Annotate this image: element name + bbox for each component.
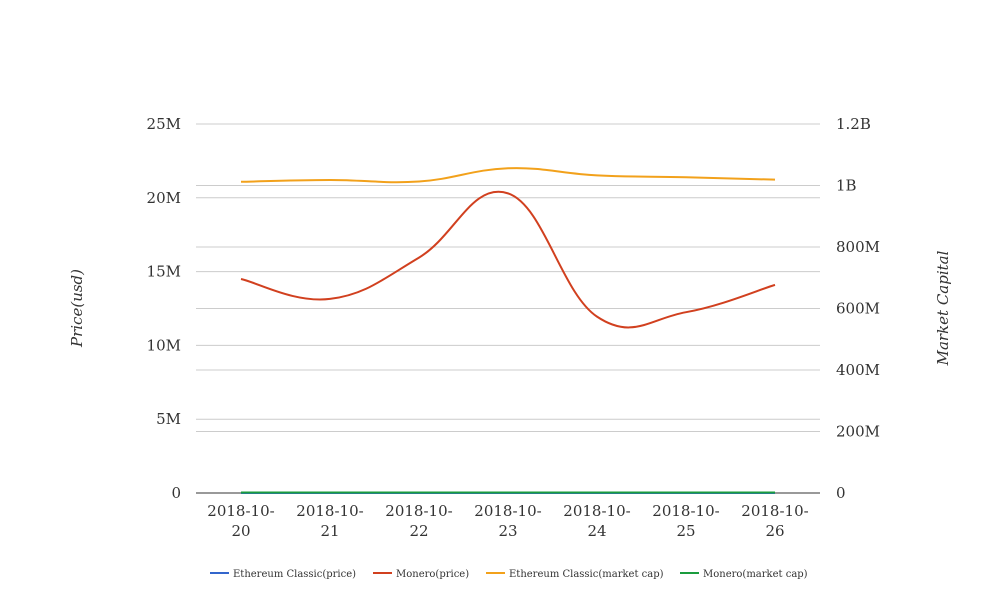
x-tick-label-line: 26 <box>765 522 784 540</box>
left-y-axis-ticks: 0 5M 10M 15M 20M 25M <box>147 115 181 502</box>
x-tick-label-line: 21 <box>320 522 339 540</box>
x-tick-label-line: 2018-10- <box>296 502 363 520</box>
x-tick-label-line: 2018-10- <box>385 502 452 520</box>
right-y-tick-label: 800M <box>836 238 880 256</box>
x-tick-label-line: 25 <box>676 522 695 540</box>
left-y-tick-label: 5M <box>156 410 181 428</box>
right-y-tick-label: 200M <box>836 423 880 441</box>
left-y-axis-title: Price(usd) <box>68 269 86 348</box>
x-tick-label-line: 2018-10- <box>474 502 541 520</box>
legend-label: Ethereum Classic(price) <box>233 569 356 580</box>
x-tick-label: 2018-10- 25 <box>652 502 719 540</box>
x-tick-label-line: 2018-10- <box>652 502 719 520</box>
series-line-monero-price <box>240 190 776 329</box>
x-tick-label: 2018-10- 23 <box>474 502 541 540</box>
x-tick-label-line: 2018-10- <box>563 502 630 520</box>
right-y-tick-label: 400M <box>836 361 880 379</box>
right-y-axis-title: Market Capital <box>934 250 952 366</box>
left-y-tick-label: 0 <box>171 484 181 502</box>
right-y-tick-label: 1B <box>836 177 857 195</box>
legend-label: Ethereum Classic(market cap) <box>509 569 664 580</box>
x-axis-ticks: 2018-10- 20 2018-10- 21 2018-10- 22 2018-10- 23… <box>207 502 808 540</box>
series-lines <box>240 167 776 495</box>
x-tick-label: 2018-10- 26 <box>741 502 808 540</box>
right-y-tick-label: 600M <box>836 300 880 318</box>
x-tick-label: 2018-10- 20 <box>207 502 274 540</box>
right-y-tick-label: 0 <box>836 484 846 502</box>
x-tick-label-line: 2018-10- <box>741 502 808 520</box>
left-y-tick-label: 15M <box>147 263 181 281</box>
x-tick-label: 2018-10- 24 <box>563 502 630 540</box>
legend-label: Monero(market cap) <box>703 569 808 580</box>
x-tick-label-line: 22 <box>409 522 428 540</box>
left-y-tick-label: 25M <box>147 115 181 133</box>
left-y-tick-label: 10M <box>147 336 181 354</box>
right-y-tick-label: 1.2B <box>836 115 871 133</box>
left-y-tick-label: 20M <box>147 189 181 207</box>
x-tick-label: 2018-10- 22 <box>385 502 452 540</box>
legend-label: Monero(price) <box>396 569 469 580</box>
series-line-ethereum-classic-market-cap <box>240 167 776 184</box>
x-tick-label-line: 20 <box>231 522 250 540</box>
legend: Ethereum Classic(price) Monero(price) Ethe… <box>210 569 808 580</box>
x-tick-label-line: 23 <box>498 522 517 540</box>
x-tick-label-line: 2018-10- <box>207 502 274 520</box>
x-tick-label-line: 24 <box>587 522 606 540</box>
right-y-axis-ticks: 0 200M 400M 600M 800M 1B 1.2B <box>836 115 880 502</box>
x-tick-label: 2018-10- 21 <box>296 502 363 540</box>
right-gridlines <box>196 123 820 432</box>
